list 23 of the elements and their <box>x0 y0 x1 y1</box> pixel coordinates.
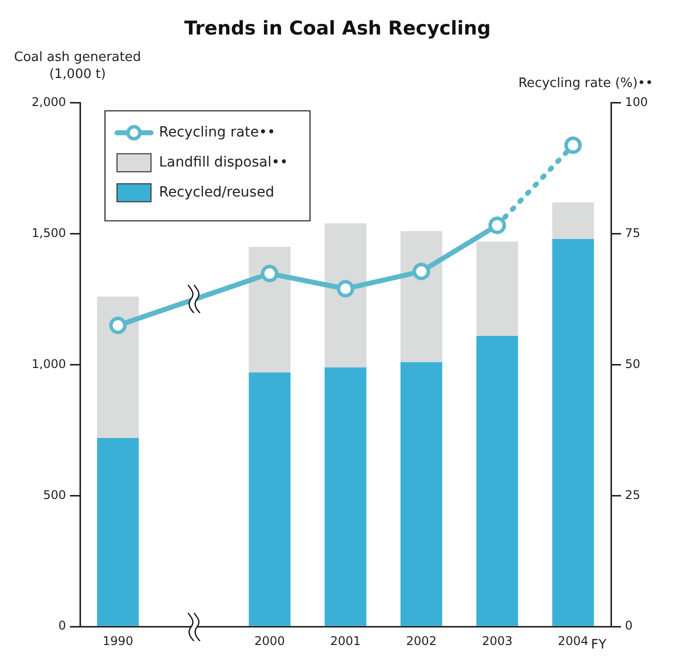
x-axis-title: FY <box>591 638 606 653</box>
y-axis-title: Coal ash generated (1,000 t) <box>14 50 141 82</box>
y-tick-label: 0 <box>58 618 66 633</box>
y-tick-label: 2,000 <box>32 94 66 109</box>
x-tick-label: 1990 <box>102 634 134 648</box>
legend-label: Recycled/reused <box>159 184 274 200</box>
y-tick-label: 1,000 <box>32 356 66 371</box>
y2-tick-label: 100 <box>625 94 648 109</box>
legend-label: Recycling rate•• <box>159 124 276 140</box>
x-tick-label: 2003 <box>482 634 512 648</box>
y2-tick-label: 50 <box>625 356 640 371</box>
x-tick-label: 2000 <box>254 634 285 648</box>
y2-tick-label: 0 <box>625 618 633 633</box>
y-tick-label: 1,500 <box>32 226 66 240</box>
y-tick-label: 500 <box>43 488 66 502</box>
x-tick-label: 2004 <box>558 634 588 648</box>
y2-tick-label: 75 <box>625 226 640 240</box>
x-tick-label: 2002 <box>406 634 437 648</box>
x-tick-label: 2001 <box>330 634 361 648</box>
legend-label: Landfill disposal•• <box>159 154 288 170</box>
y2-tick-label: 25 <box>625 488 640 502</box>
y2-axis-title: Recycling rate (%)•• <box>518 76 653 91</box>
chart-title: Trends in Coal Ash Recycling <box>184 17 491 40</box>
